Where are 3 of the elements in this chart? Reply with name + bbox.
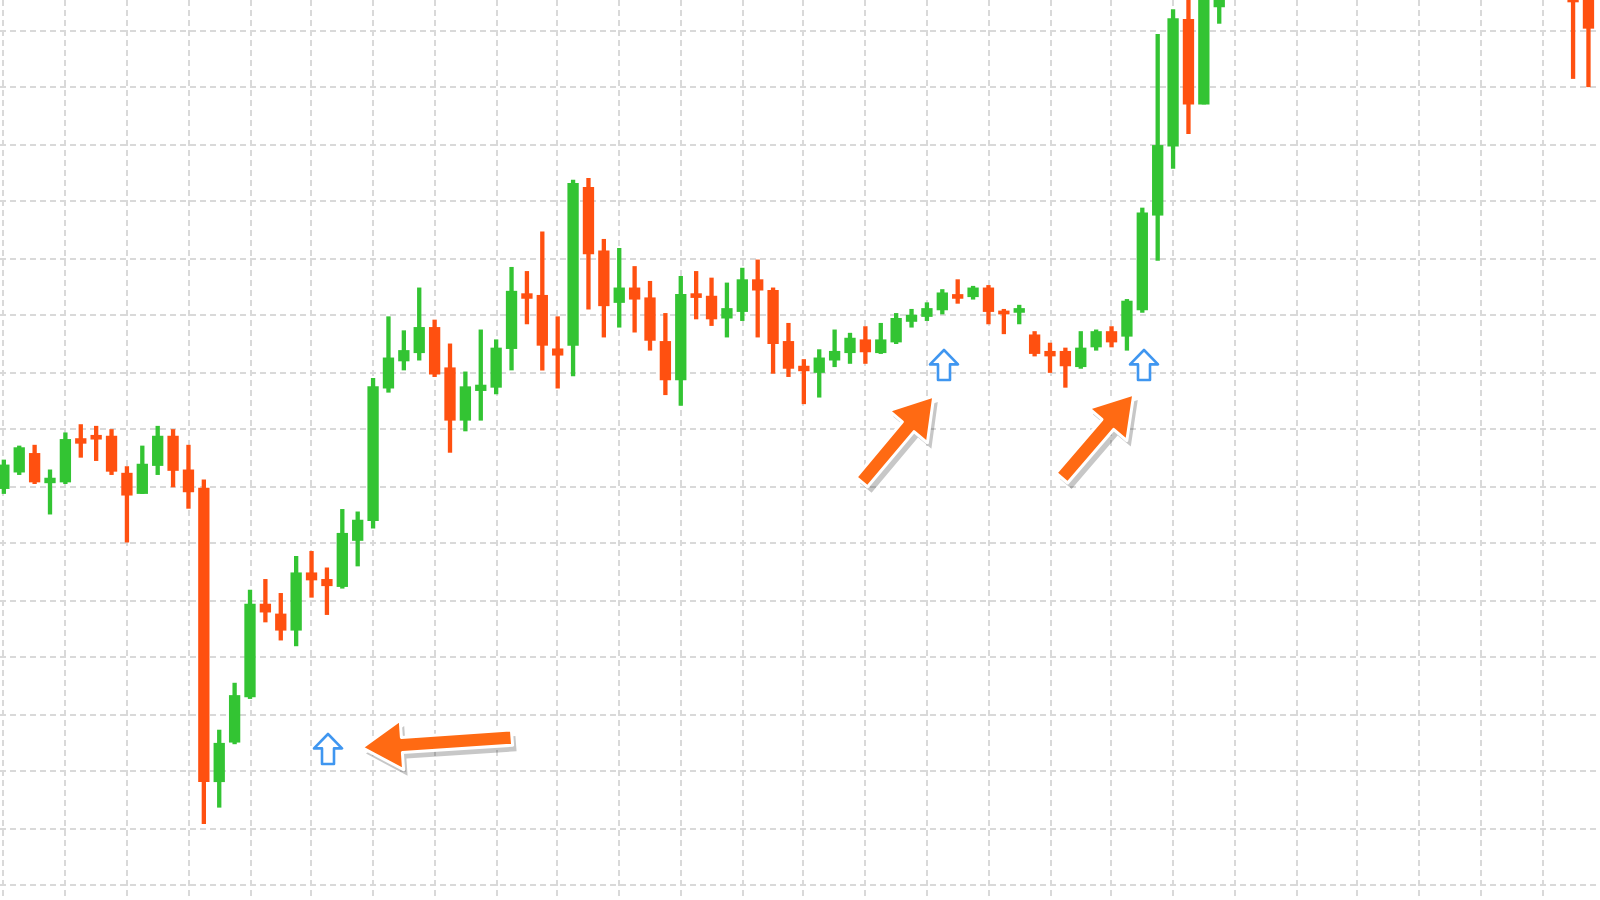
- candlestick: [1567, 0, 1579, 79]
- candlestick: [305, 551, 318, 598]
- candlestick: [628, 266, 641, 333]
